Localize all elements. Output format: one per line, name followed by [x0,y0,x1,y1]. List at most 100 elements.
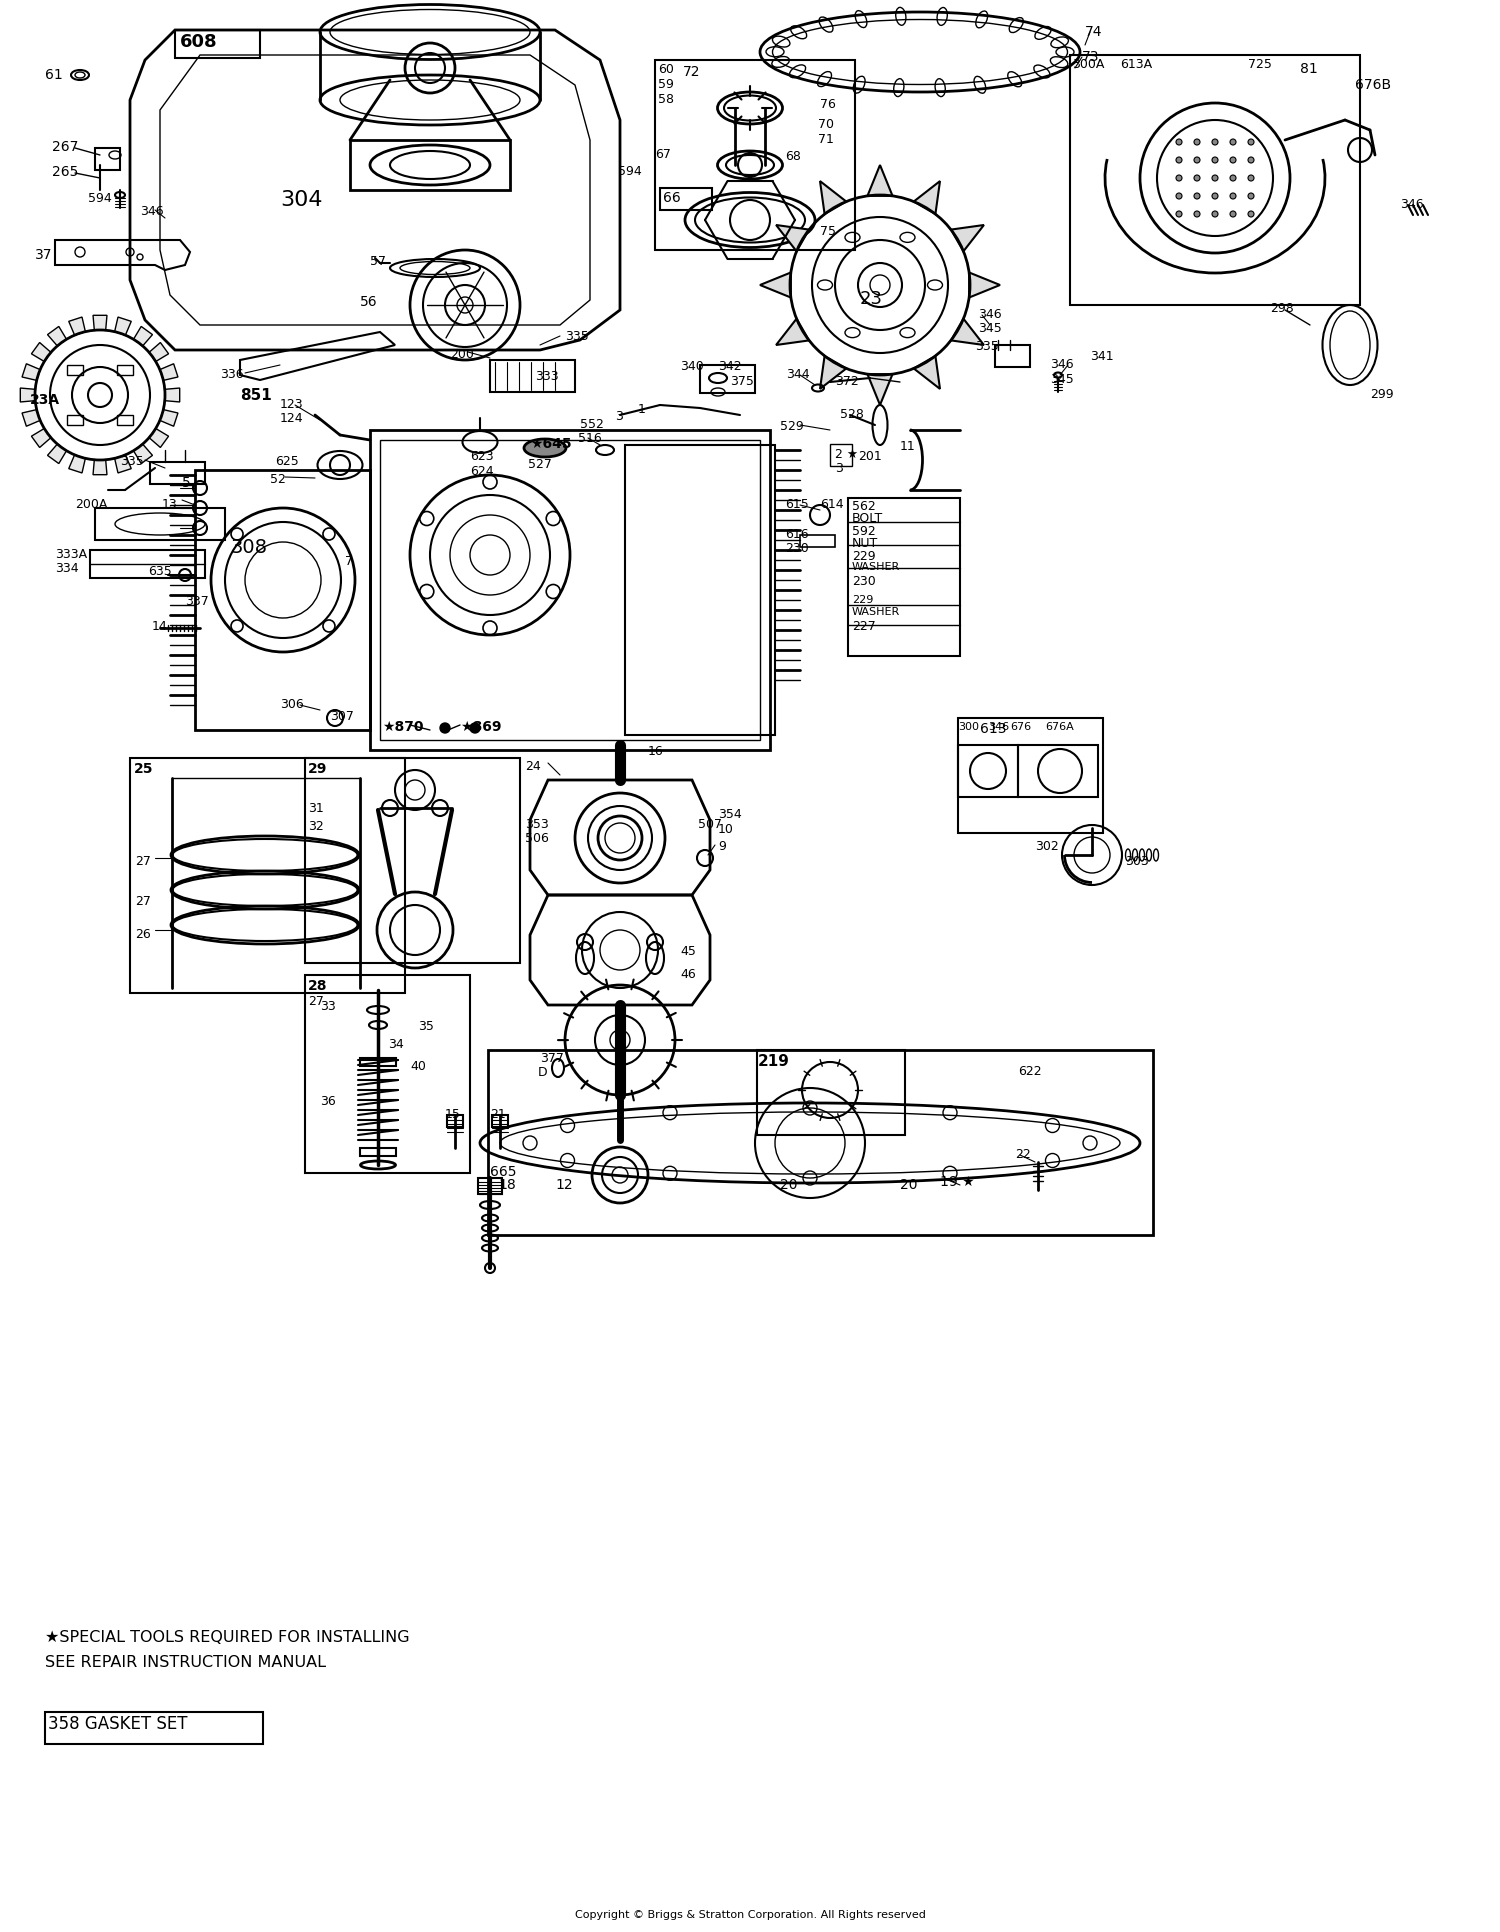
Bar [758,1049,904,1134]
Text: ★870: ★870 [382,721,423,734]
Text: 123: 123 [280,398,303,412]
Text: 346: 346 [988,723,1010,732]
Bar [700,365,754,392]
Polygon shape [776,224,808,251]
Polygon shape [821,355,846,388]
Text: 81: 81 [1300,62,1317,75]
Text: 3: 3 [615,410,622,423]
Bar [94,508,225,541]
Text: 25: 25 [134,761,153,777]
Text: 16: 16 [648,746,663,757]
Text: 342: 342 [718,359,741,373]
Text: 13: 13 [162,498,177,510]
Text: 676: 676 [1010,723,1031,732]
Circle shape [1194,139,1200,145]
Circle shape [1230,176,1236,182]
Circle shape [1212,176,1218,182]
Text: 340: 340 [680,359,703,373]
Bar [360,1148,396,1155]
Circle shape [1248,156,1254,162]
Bar [130,757,405,993]
Polygon shape [821,182,846,214]
Text: 22: 22 [1016,1148,1031,1161]
Text: 333: 333 [536,371,558,383]
Text: 304: 304 [280,189,322,211]
Text: 27: 27 [135,856,152,867]
Text: 372: 372 [836,375,858,388]
Polygon shape [69,317,86,334]
Text: 57: 57 [370,255,386,269]
Polygon shape [914,182,940,214]
Text: 20: 20 [780,1179,798,1192]
Polygon shape [114,317,132,334]
Text: 676B: 676B [1354,77,1390,93]
Text: 527: 527 [528,458,552,471]
Text: 200A: 200A [75,498,108,510]
Text: WASHER: WASHER [852,607,900,616]
Text: 302: 302 [1035,840,1059,854]
Text: 622: 622 [1019,1065,1041,1078]
Bar [90,551,206,578]
Text: 10: 10 [718,823,734,837]
Bar [380,440,760,740]
Text: 516: 516 [578,433,602,444]
Bar [1070,54,1360,305]
Circle shape [1212,193,1218,199]
Text: SEE REPAIR INSTRUCTION MANUAL: SEE REPAIR INSTRUCTION MANUAL [45,1656,326,1669]
Polygon shape [969,272,1000,298]
Polygon shape [22,363,40,381]
Text: 594: 594 [88,191,111,205]
Bar [150,462,206,485]
Text: 528: 528 [840,408,864,421]
Bar [370,431,770,750]
Circle shape [1176,156,1182,162]
Polygon shape [867,164,892,195]
Text: 335: 335 [566,330,588,344]
Bar [304,976,470,1173]
Circle shape [1176,193,1182,199]
Text: 334: 334 [56,562,78,576]
Text: 29: 29 [308,761,327,777]
Text: 624: 624 [470,466,494,477]
Text: 345: 345 [1050,373,1074,386]
Text: NUT: NUT [852,537,879,551]
Text: 12: 12 [555,1179,573,1192]
Bar [68,365,84,375]
Bar [847,498,960,657]
Text: 346: 346 [1400,197,1423,211]
Circle shape [1230,211,1236,216]
Text: 7: 7 [345,554,352,568]
Text: 306: 306 [280,697,303,711]
Circle shape [1212,156,1218,162]
Text: 36: 36 [320,1095,336,1107]
Bar [195,469,370,730]
Text: 40: 40 [410,1061,426,1072]
Text: 333A: 333A [56,549,87,560]
Text: 375: 375 [730,375,754,388]
Circle shape [440,723,450,732]
Text: 58: 58 [658,93,674,106]
Circle shape [1248,176,1254,182]
Text: 59: 59 [658,77,674,91]
Text: 300: 300 [958,723,980,732]
Text: 625: 625 [274,456,298,468]
Text: 5: 5 [182,475,190,491]
Bar [360,1059,396,1066]
Text: 46: 46 [680,968,696,981]
Text: 56: 56 [360,296,378,309]
Bar [447,1115,464,1126]
Bar [626,444,776,734]
Bar [656,60,855,249]
Text: 26: 26 [135,927,150,941]
Polygon shape [32,429,51,448]
Circle shape [1194,211,1200,216]
Text: 3: 3 [836,462,843,475]
Bar [45,1712,262,1745]
Text: 72: 72 [682,66,700,79]
Bar [958,746,1018,798]
Text: 345: 345 [978,323,1002,334]
Text: 592: 592 [852,526,876,537]
Polygon shape [93,460,106,475]
Text: ★SPECIAL TOOLS REQUIRED FOR INSTALLING: ★SPECIAL TOOLS REQUIRED FOR INSTALLING [45,1631,410,1644]
Circle shape [1194,176,1200,182]
